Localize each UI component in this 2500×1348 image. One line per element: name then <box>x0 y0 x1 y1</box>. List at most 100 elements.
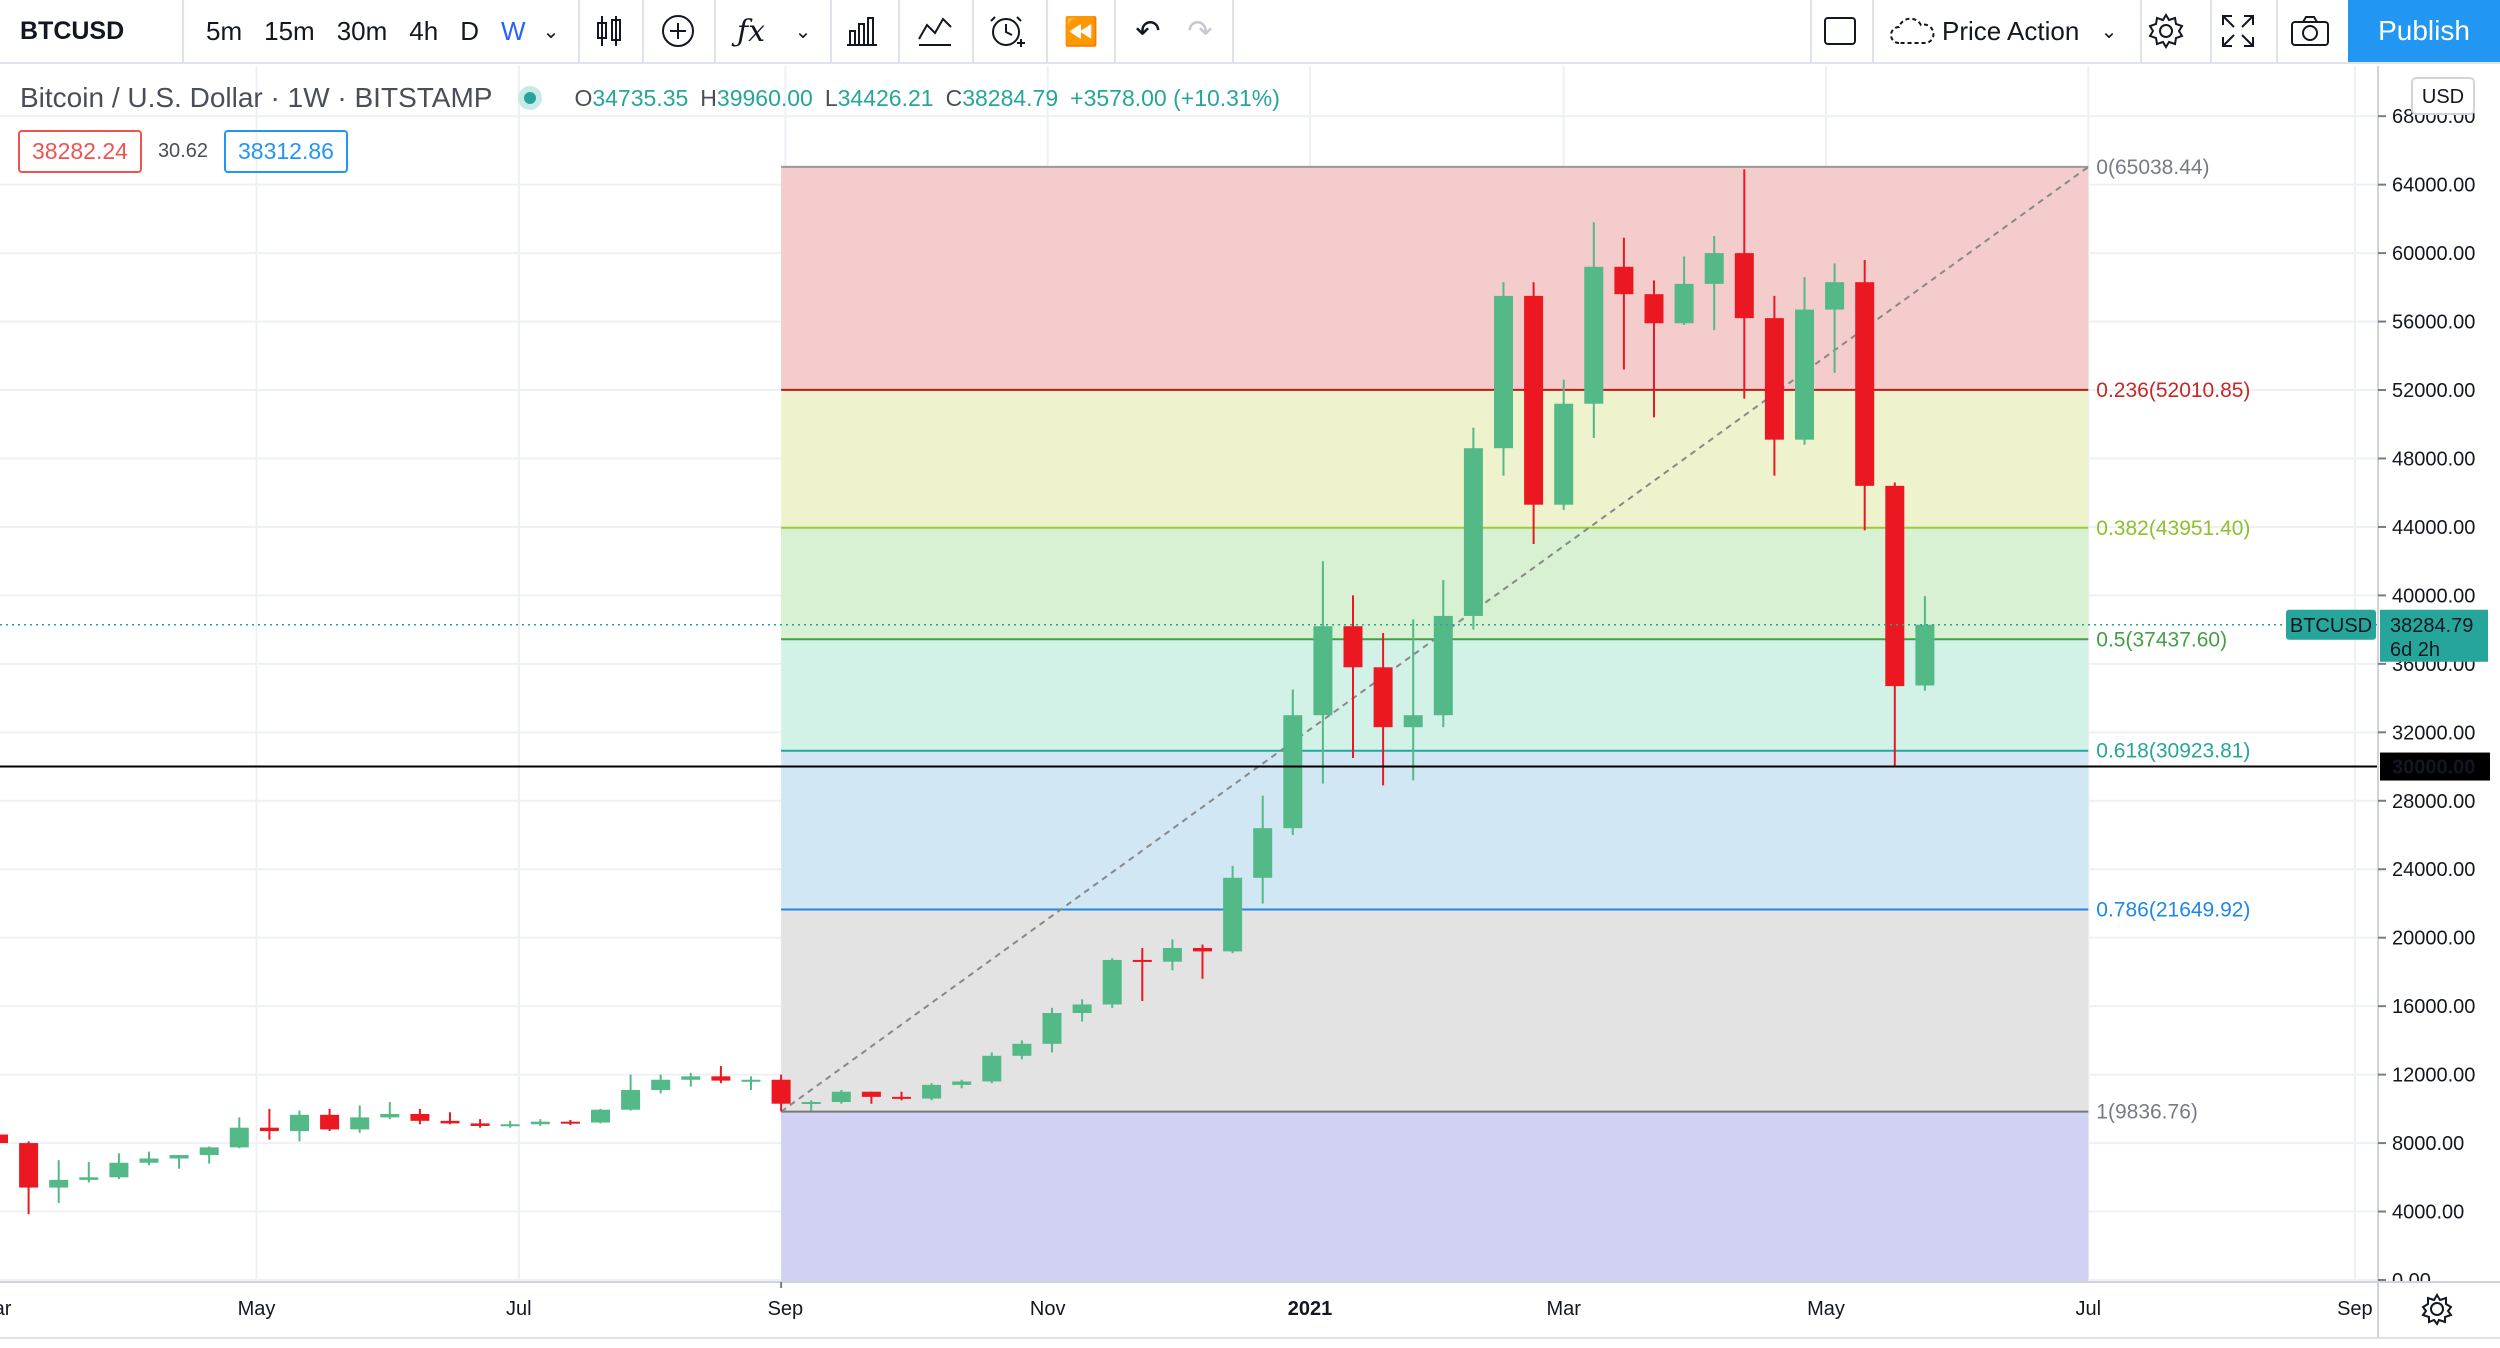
candle-body <box>1614 266 1634 295</box>
expand-icon[interactable] <box>2220 0 2256 62</box>
ohlc-close: C38284.79 <box>945 84 1059 111</box>
candle-body <box>741 1079 761 1082</box>
indicators-icon[interactable]: ƒx <box>736 13 766 49</box>
axis-settings-icon[interactable] <box>2421 1293 2453 1326</box>
horizontal-line[interactable] <box>0 624 2378 768</box>
toolbar-divider <box>2276 0 2278 62</box>
price-tick-label: 64000.00 <box>2392 175 2475 197</box>
candle-body <box>139 1158 159 1163</box>
candle-body <box>1373 667 1393 728</box>
axes: 0.004000.008000.0012000.0016000.0020000.… <box>0 66 2500 1348</box>
price-tick-label: 4000.00 <box>2392 1202 2464 1224</box>
candle-body <box>1524 295 1544 505</box>
settings-icon[interactable] <box>2146 0 2186 62</box>
currency-badge[interactable] <box>2411 77 2475 115</box>
candle-body <box>320 1114 340 1130</box>
sell-price-button[interactable]: 38282.24 <box>18 129 142 173</box>
fib-zone <box>781 909 2089 1112</box>
alert-icon[interactable] <box>982 0 1034 62</box>
candle-body <box>1734 253 1754 319</box>
interval-dropdown-icon[interactable]: ⌄ <box>542 20 560 43</box>
candle-body <box>1162 947 1182 962</box>
compare-icon[interactable] <box>654 0 702 62</box>
price-tick-label: 12000.00 <box>2392 1065 2475 1087</box>
interval-30m[interactable]: 30m <box>336 15 388 46</box>
candle-body <box>1132 959 1152 962</box>
toolbar-divider <box>1114 0 1116 62</box>
candle-body <box>470 1123 490 1126</box>
time-tick-label: Sep <box>2337 1298 2373 1320</box>
candle-body <box>350 1117 370 1130</box>
layout-dropdown-icon[interactable]: ⌄ <box>2100 20 2118 43</box>
toolbar-divider <box>1046 0 1048 62</box>
cloud-icon[interactable] <box>1888 0 1936 62</box>
fib-level-label: 0.786(21649.92) <box>2096 898 2250 921</box>
candle-body <box>1795 309 1814 440</box>
support-line-price-label: 30000.00 <box>2392 757 2475 779</box>
interval-d[interactable]: D <box>460 15 479 46</box>
symbol-title[interactable]: Bitcoin / U.S. Dollar · 1W · BITSTAMP <box>20 82 493 113</box>
time-tick-label: May <box>238 1298 276 1320</box>
candle-body <box>1433 615 1453 716</box>
fullscreen-square-icon[interactable] <box>1820 0 1860 62</box>
fib-level-label: 0.5(37437.60) <box>2096 628 2227 651</box>
candle-body <box>651 1079 671 1091</box>
price-tick-label: 40000.00 <box>2392 585 2475 607</box>
candle-body <box>621 1090 641 1110</box>
price-tick-label: 44000.00 <box>2392 517 2475 539</box>
price-tick-label: 52000.00 <box>2392 380 2475 402</box>
candle-body <box>801 1102 821 1105</box>
candle-body <box>831 1091 851 1103</box>
price-tick-label: 16000.00 <box>2392 996 2475 1018</box>
candle-body <box>1825 282 1845 310</box>
interval-list: 5m 15m 30m 4h D W <box>184 0 526 62</box>
undo-icon[interactable]: ↶ <box>1135 14 1161 48</box>
layout-name[interactable]: Price Action <box>1942 15 2080 46</box>
publish-button[interactable]: Publish <box>2348 0 2500 62</box>
candle-body <box>1313 626 1333 716</box>
candle-body <box>1193 947 1212 952</box>
symbol-search[interactable]: BTCUSD <box>0 0 184 62</box>
candle-body <box>1674 283 1694 324</box>
candle-body <box>500 1124 520 1127</box>
candle-body <box>922 1084 942 1099</box>
symbol-price-badge <box>2286 609 2376 640</box>
time-tick-label: May <box>1807 1298 1845 1320</box>
bar-chart-icon[interactable] <box>838 0 886 62</box>
fib-zone <box>781 166 2089 390</box>
candles-icon[interactable] <box>586 0 632 62</box>
candle-body <box>1494 295 1513 449</box>
fib-zone <box>781 1111 2089 1282</box>
price-tick-label: 24000.00 <box>2392 859 2475 881</box>
candle-body <box>771 1079 791 1104</box>
replay-icon[interactable]: ⏪ <box>1063 15 1099 47</box>
candle-body <box>861 1091 881 1097</box>
candle-body <box>1072 1004 1092 1014</box>
currency-label: USD <box>2422 86 2464 108</box>
interval-5m[interactable]: 5m <box>206 15 243 46</box>
financials-icon[interactable] <box>910 0 960 62</box>
fib-retracement[interactable]: 0(65038.44) 0.236(52010.85) 0.382(43951.40… <box>781 156 2250 1282</box>
interval-15m[interactable]: 15m <box>264 15 315 46</box>
camera-icon[interactable] <box>2290 0 2330 62</box>
fib-zone <box>781 750 2089 910</box>
candle-body <box>1042 1013 1062 1044</box>
candle-body <box>1403 715 1423 728</box>
price-axis-bg[interactable] <box>2378 66 2500 1282</box>
interval-w[interactable]: W <box>500 15 526 46</box>
fib-level-label: 0.382(43951.40) <box>2096 517 2250 540</box>
market-status-icon[interactable] <box>524 92 537 104</box>
buy-price-button[interactable]: 38312.86 <box>224 129 348 173</box>
candle-body <box>1885 485 1905 687</box>
candle-body <box>1253 828 1273 878</box>
candle-body <box>1584 266 1604 404</box>
time-tick-label: Mar <box>0 1298 12 1320</box>
time-tick-label: 2021 <box>1288 1298 1333 1320</box>
toolbar-divider <box>972 0 974 62</box>
candle-body <box>952 1081 972 1085</box>
redo-icon[interactable]: ↷ <box>1187 14 1213 48</box>
candle-body <box>410 1113 430 1121</box>
templates-dropdown-icon[interactable]: ⌄ <box>794 20 812 43</box>
interval-4h[interactable]: 4h <box>409 15 439 46</box>
